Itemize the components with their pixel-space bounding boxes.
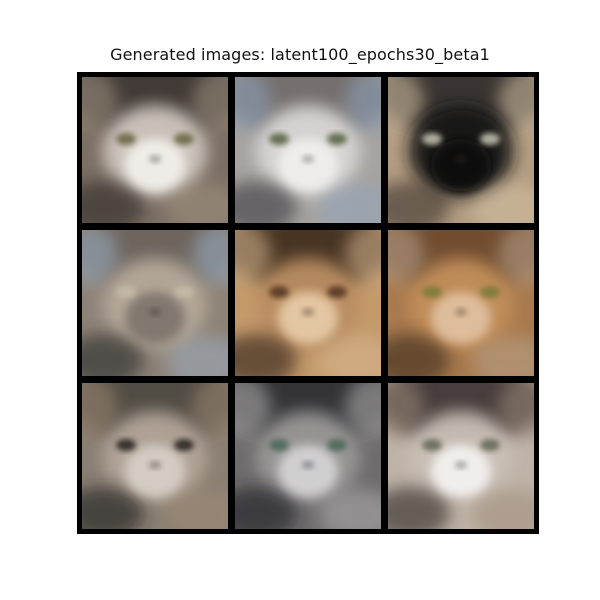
cat-face-image: [388, 230, 534, 376]
generated-image-r1c3: [388, 77, 534, 223]
cat-face-image: [82, 383, 228, 529]
generated-image-r2c2: [235, 230, 381, 376]
cat-face-image: [82, 77, 228, 223]
figure-title: Generated images: latent100_epochs30_bet…: [110, 45, 490, 64]
generated-image-r3c3: [388, 383, 534, 529]
cat-face-image: [82, 230, 228, 376]
generated-image-r2c1: [82, 230, 228, 376]
cat-face-image: [235, 230, 381, 376]
generated-image-r1c2: [235, 77, 381, 223]
generated-image-r3c1: [82, 383, 228, 529]
image-grid: [77, 72, 539, 534]
cat-face-image: [235, 77, 381, 223]
cat-face-image: [235, 383, 381, 529]
cat-face-image: [388, 77, 534, 223]
generated-image-r3c2: [235, 383, 381, 529]
cat-face-image: [388, 383, 534, 529]
generated-image-r1c1: [82, 77, 228, 223]
generated-image-r2c3: [388, 230, 534, 376]
